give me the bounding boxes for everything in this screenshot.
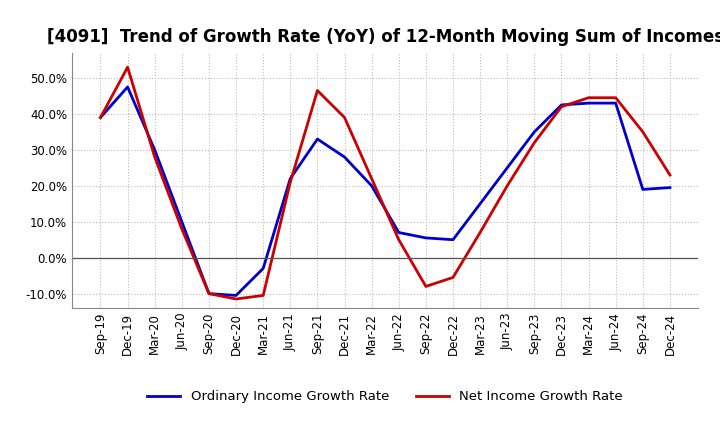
Ordinary Income Growth Rate [150,147,159,153]
Ordinary Income Growth Rate [584,100,593,106]
Ordinary Income Growth Rate [611,100,620,106]
Net Income Growth Rate [367,176,376,181]
Ordinary Income Growth Rate [286,176,294,181]
Net Income Growth Rate [150,154,159,160]
Ordinary Income Growth Rate [204,291,213,296]
Net Income Growth Rate [178,226,186,231]
Ordinary Income Growth Rate [557,102,566,107]
Net Income Growth Rate [476,230,485,235]
Ordinary Income Growth Rate [421,235,430,241]
Net Income Growth Rate [232,297,240,302]
Net Income Growth Rate [286,180,294,185]
Ordinary Income Growth Rate [232,293,240,298]
Ordinary Income Growth Rate [449,237,457,242]
Legend: Ordinary Income Growth Rate, Net Income Growth Rate: Ordinary Income Growth Rate, Net Income … [142,385,629,409]
Net Income Growth Rate [421,284,430,289]
Ordinary Income Growth Rate [503,165,511,170]
Ordinary Income Growth Rate [313,136,322,142]
Net Income Growth Rate [530,140,539,145]
Net Income Growth Rate [313,88,322,93]
Ordinary Income Growth Rate [665,185,674,190]
Ordinary Income Growth Rate [96,115,105,120]
Net Income Growth Rate [123,65,132,70]
Net Income Growth Rate [503,183,511,188]
Net Income Growth Rate [395,237,403,242]
Net Income Growth Rate [341,115,349,120]
Title: [4091]  Trend of Growth Rate (YoY) of 12-Month Moving Sum of Incomes: [4091] Trend of Growth Rate (YoY) of 12-… [47,28,720,46]
Line: Ordinary Income Growth Rate: Ordinary Income Growth Rate [101,87,670,295]
Line: Net Income Growth Rate: Net Income Growth Rate [101,67,670,299]
Net Income Growth Rate [449,275,457,280]
Ordinary Income Growth Rate [395,230,403,235]
Ordinary Income Growth Rate [639,187,647,192]
Net Income Growth Rate [259,293,268,298]
Ordinary Income Growth Rate [178,219,186,224]
Net Income Growth Rate [96,115,105,120]
Net Income Growth Rate [639,129,647,135]
Ordinary Income Growth Rate [367,183,376,188]
Ordinary Income Growth Rate [530,129,539,135]
Net Income Growth Rate [557,104,566,110]
Ordinary Income Growth Rate [341,154,349,160]
Ordinary Income Growth Rate [259,266,268,271]
Ordinary Income Growth Rate [123,84,132,90]
Net Income Growth Rate [665,172,674,178]
Ordinary Income Growth Rate [476,201,485,206]
Net Income Growth Rate [204,291,213,296]
Net Income Growth Rate [584,95,593,100]
Net Income Growth Rate [611,95,620,100]
